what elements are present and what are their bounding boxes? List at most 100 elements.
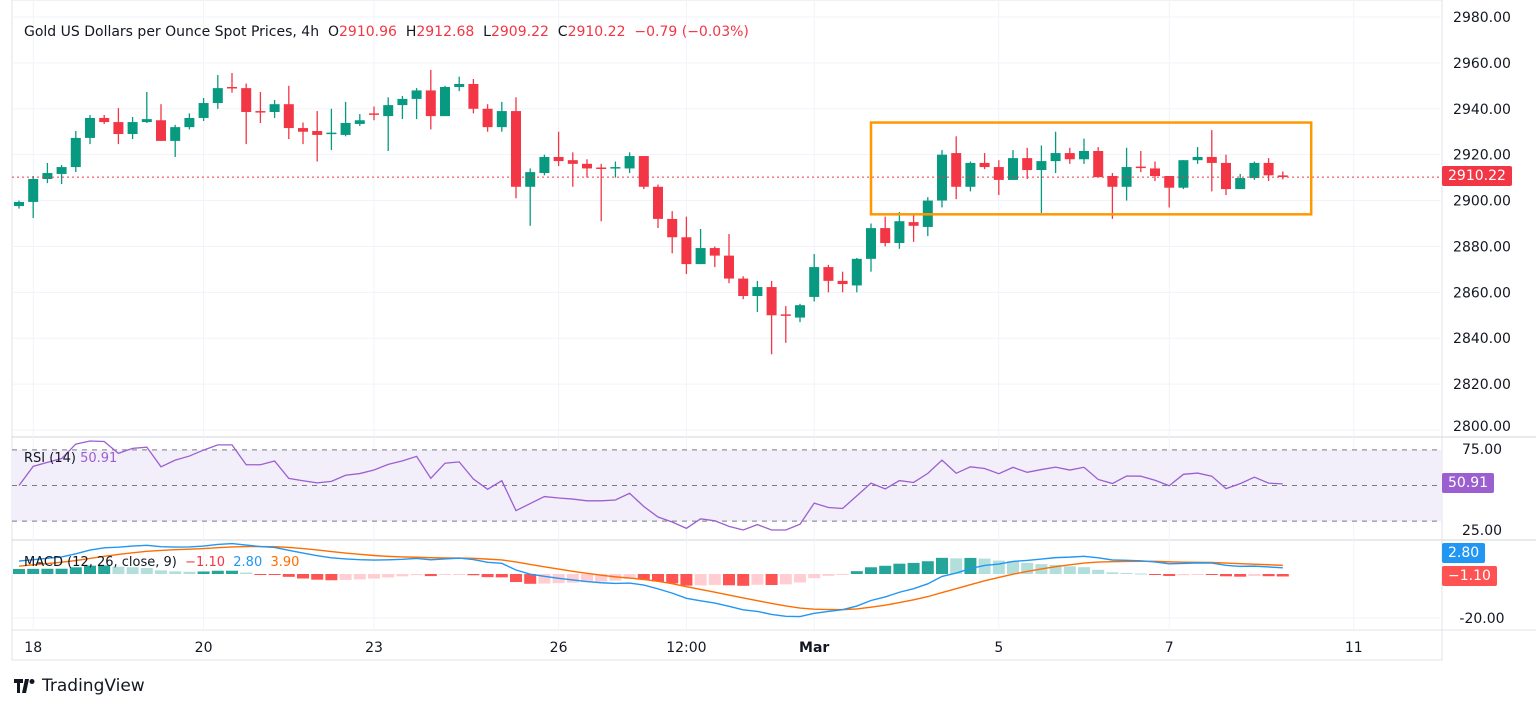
histogram-bar [439,574,451,575]
candle-body [851,258,862,286]
candle-body [70,137,81,168]
histogram-bar [495,574,508,578]
low-value: 2909.22 [490,24,549,40]
candle-body [113,122,124,135]
candle-body [624,156,635,169]
candle-body [638,156,649,187]
histogram-bar [140,568,153,574]
macd-legend-hist: −1.10 [185,555,225,570]
candle-body [965,162,976,187]
candle-body [1093,150,1104,178]
x-tick-label: 7 [1165,640,1174,656]
histogram-bar [581,574,593,583]
histogram-bar [723,574,735,586]
candle-body [496,111,507,128]
consolidation-box [869,121,1313,216]
open-value: 2910.96 [339,24,397,40]
candle-body [170,127,181,141]
candle-body [1022,158,1033,171]
candle-body [1036,161,1047,171]
x-tick-label: 11 [1345,640,1363,656]
candle-body [241,88,252,112]
histogram-bar [779,574,792,585]
macd-line [18,542,1283,618]
histogram-bar [297,574,309,579]
low-label: L [483,24,491,40]
high-value: 2912.68 [416,24,475,40]
candle-body [709,248,720,256]
candle-body [582,163,592,169]
macd-legend-macd: 2.80 [233,555,263,570]
candle-body [440,86,450,117]
histogram-bar [311,574,324,580]
histogram-bar [84,565,96,574]
histogram-bar [865,567,877,574]
histogram-bar [1149,574,1161,575]
candle-body [539,156,550,174]
high-label: H [405,24,417,40]
candle-body [1050,153,1061,162]
candle-body [14,201,24,207]
y-tick-label: 2880.00 [1453,239,1511,255]
histogram-bar [595,574,608,582]
candle-body [1221,162,1231,190]
candle-body [1249,162,1260,179]
candle-body [1079,150,1089,160]
histogram-bar [538,574,551,584]
histogram-bar [794,574,806,583]
tradingview-logo-icon [14,679,35,693]
candle-body [369,113,379,115]
candle-body [567,160,578,164]
candle-body [269,104,280,112]
candle-body [724,255,734,279]
histogram-bar [268,574,281,575]
histogram-bar [55,568,68,574]
histogram-bar [751,574,764,585]
candle-body [454,83,465,87]
histogram-bar [822,574,835,576]
histogram-bar [893,563,906,574]
histogram-bar [623,574,636,579]
histogram-bar [1163,574,1176,576]
tradingview-logo[interactable]: TradingView [14,676,145,696]
candle-body [1263,162,1274,176]
y-tick-label: 2960.00 [1453,56,1511,72]
histogram-bar [226,570,238,574]
histogram-bar [254,574,267,575]
histogram-bar [921,561,934,574]
candle-body [780,314,791,316]
rsi-value-label: 50.91 [1442,473,1495,493]
histogram-bar [1078,567,1090,574]
x-tick-label: 20 [195,640,213,656]
candle-body [1064,153,1075,160]
candle-body [383,105,394,117]
histogram-bar [1106,572,1119,574]
brand-name: TradingView [42,676,145,696]
candle-body [993,167,1004,180]
histogram-bar [708,574,721,585]
y-tick-label: 2940.00 [1453,102,1511,118]
x-tick-label: 12:00 [666,640,706,656]
macd-legend: MACD (12, 26, close, 9) −1.10 2.80 3.90 [24,555,299,570]
candle-body [340,123,351,135]
histogram-bar [1049,564,1062,574]
histogram-value-label: −1.10 [1442,566,1497,586]
histogram-bar [850,571,863,574]
histogram-bar [936,557,948,574]
candle-body [525,172,536,187]
candle-body [227,86,237,89]
candle-body [468,83,479,109]
rsi-tick-label: 25.00 [1462,523,1502,539]
histogram-bar [652,574,664,582]
candle-body [198,103,209,118]
histogram-bar [1220,574,1232,577]
histogram-bar [13,568,25,574]
histogram-bar [1007,561,1019,574]
candle-body [979,162,990,168]
histogram-bar [424,574,437,577]
histogram-bar [510,574,522,583]
histogram-bar [240,572,253,574]
histogram-bar [339,574,352,580]
histogram-bar [737,574,750,586]
